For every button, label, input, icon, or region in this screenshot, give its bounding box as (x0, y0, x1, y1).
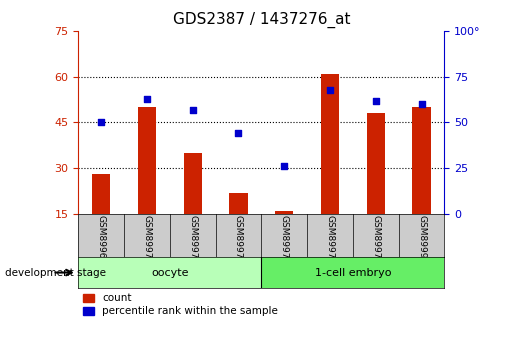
Bar (78, 257, 262, 288)
Title: GDS2387 / 1437276_at: GDS2387 / 1437276_at (173, 12, 350, 28)
Bar (367, 113, 385, 214)
Text: GSM89975: GSM89975 (371, 215, 380, 264)
Point (234, 131, 242, 136)
Text: GSM89973: GSM89973 (280, 215, 289, 264)
Text: development stage: development stage (5, 268, 106, 277)
Text: oocyte: oocyte (151, 268, 188, 277)
Text: GSM89974: GSM89974 (326, 215, 334, 264)
Text: GSM89971: GSM89971 (188, 215, 197, 264)
Bar (413, 107, 431, 214)
Text: GSM89969: GSM89969 (96, 215, 106, 264)
Text: GSM89972: GSM89972 (234, 215, 243, 264)
Point (418, 101, 426, 107)
Point (372, 98, 380, 103)
Bar (183, 153, 202, 214)
Bar (92, 174, 110, 214)
Bar (229, 193, 247, 214)
Point (189, 107, 197, 112)
Bar (275, 211, 293, 214)
Text: GSM89999: GSM89999 (417, 215, 426, 264)
Text: GSM89970: GSM89970 (142, 215, 152, 264)
Legend: count, percentile rank within the sample: count, percentile rank within the sample (83, 293, 278, 316)
Point (97, 120, 105, 125)
Bar (262, 257, 444, 288)
Point (280, 164, 288, 169)
Bar (321, 74, 339, 214)
Bar (138, 107, 156, 214)
Text: 1-cell embryo: 1-cell embryo (315, 268, 391, 277)
Point (326, 87, 334, 92)
Point (143, 96, 151, 101)
